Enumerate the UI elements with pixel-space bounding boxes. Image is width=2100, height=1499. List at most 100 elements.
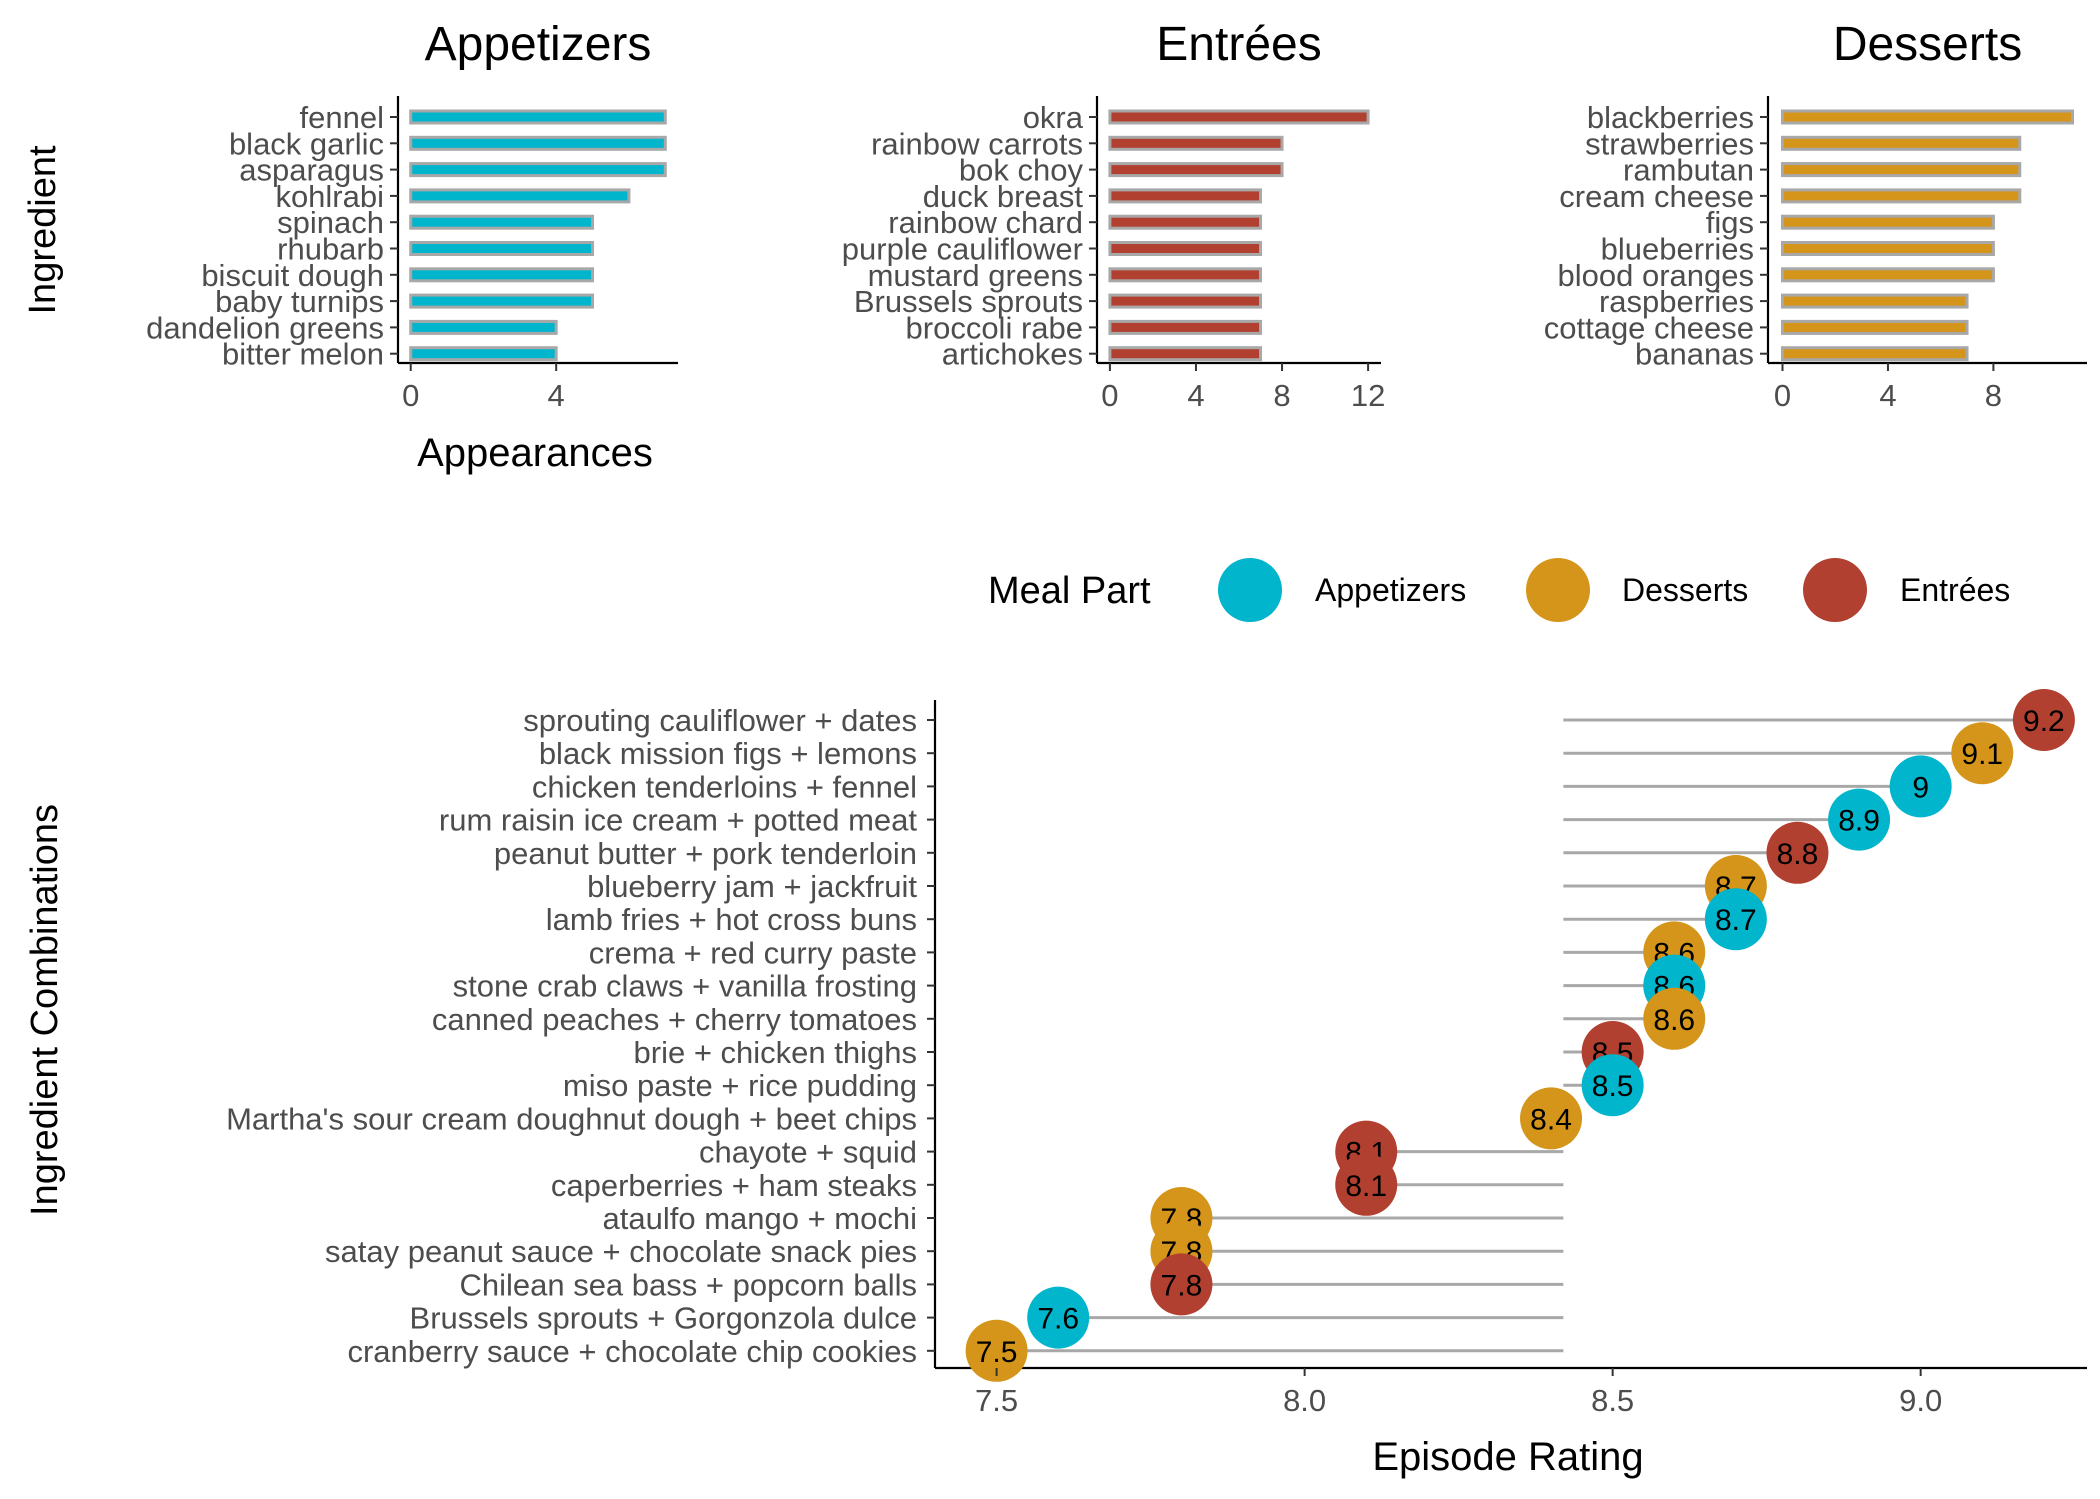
bar xyxy=(1781,135,2022,151)
bar xyxy=(1781,109,2074,125)
bar xyxy=(1781,214,1995,230)
lollipop-point xyxy=(965,1319,1028,1382)
lollipop-point xyxy=(1335,1153,1398,1216)
lollipop-point xyxy=(1581,1054,1644,1117)
x-tick-label: 8 xyxy=(1985,378,2002,413)
y-tick-label: black mission figs + lemons xyxy=(539,736,917,771)
y-tick-label: broccoli rabe xyxy=(906,310,1083,345)
y-tick-label: canned peaches + cherry tomatoes xyxy=(432,1002,917,1037)
bar xyxy=(1781,293,1969,309)
data-label: 9 xyxy=(1912,771,1929,804)
y-tick-label: miso paste + rice pudding xyxy=(563,1068,917,1103)
bar xyxy=(409,109,667,125)
bar xyxy=(1108,135,1284,151)
y-tick-label: purple cauliflower xyxy=(842,232,1083,267)
y-tick-label: Chilean sea bass + popcorn balls xyxy=(459,1267,917,1302)
legend-label-desserts: Desserts xyxy=(1622,572,1748,608)
y-tick-label: blood oranges xyxy=(1558,258,1755,293)
y-tick-label: brie + chicken thighs xyxy=(634,1035,917,1070)
data-label: 8.8 xyxy=(1777,838,1819,871)
x-tick-label: 7.5 xyxy=(975,1383,1018,1418)
bar xyxy=(409,346,558,362)
top-y-axis-title: Ingredient xyxy=(22,145,64,314)
y-tick-label: blueberries xyxy=(1601,232,1754,267)
y-tick-label: biscuit dough xyxy=(201,258,384,293)
y-tick-label: ataulfo mango + mochi xyxy=(603,1201,918,1236)
y-tick-label: kohlrabi xyxy=(275,179,384,214)
y-tick-label: rainbow carrots xyxy=(871,126,1083,161)
data-label: 9.2 xyxy=(2023,705,2065,738)
data-label: 8.9 xyxy=(1838,805,1880,838)
bar xyxy=(1781,162,2022,178)
panel-title: Desserts xyxy=(1833,18,2022,71)
y-tick-label: Brussels sprouts + Gorgonzola dulce xyxy=(410,1301,917,1336)
legend: Meal Part Appetizers Desserts Entrées xyxy=(988,558,2010,622)
y-tick-label: rum raisin ice cream + potted meat xyxy=(439,803,917,838)
y-tick-label: Martha's sour cream doughnut dough + bee… xyxy=(226,1101,917,1136)
y-tick-label: rhubarb xyxy=(277,232,384,267)
bar xyxy=(1781,267,1995,283)
bar xyxy=(1781,319,1969,335)
bar xyxy=(1108,267,1263,283)
y-tick-label: stone crab claws + vanilla frosting xyxy=(453,969,917,1004)
bar xyxy=(1108,109,1370,125)
bar xyxy=(1108,188,1263,204)
bar xyxy=(409,267,595,283)
y-tick-label: figs xyxy=(1706,205,1754,240)
bar xyxy=(1108,162,1284,178)
bar xyxy=(409,293,595,309)
legend-title: Meal Part xyxy=(988,570,1151,612)
x-tick-label: 12 xyxy=(1351,378,1385,413)
panel-title: Appetizers xyxy=(425,18,652,71)
bar xyxy=(409,241,595,256)
lollipop-point xyxy=(1889,755,1952,818)
bar xyxy=(409,135,667,151)
y-tick-label: peanut butter + pork tenderloin xyxy=(494,836,917,871)
legend-items: Appetizers Desserts Entrées xyxy=(1218,558,2010,622)
bottom-y-axis-title: Ingredient Combinations xyxy=(24,804,66,1216)
bar xyxy=(1108,241,1263,256)
y-tick-label: chicken tenderloins + fennel xyxy=(532,769,917,804)
x-tick-label: 4 xyxy=(1879,378,1896,413)
bar xyxy=(1781,241,1995,256)
y-tick-label: chayote + squid xyxy=(699,1135,917,1170)
y-tick-label: artichokes xyxy=(942,337,1083,372)
y-tick-label: blueberry jam + jackfruit xyxy=(587,869,917,904)
data-label: 8.4 xyxy=(1530,1103,1572,1136)
lollipop-point xyxy=(1828,788,1891,851)
y-tick-label: cream cheese xyxy=(1559,179,1754,214)
y-tick-label: black garlic xyxy=(229,126,384,161)
lollipop-point xyxy=(1951,722,2014,785)
bottom-x-axis-title: Episode Rating xyxy=(1372,1435,1643,1479)
data-label: 8.6 xyxy=(1653,1004,1695,1037)
y-tick-label: cottage cheese xyxy=(1544,310,1754,345)
bar xyxy=(409,162,667,178)
lollipop-point xyxy=(1027,1286,1090,1349)
bar-panel-desserts: Desserts blackberriesstrawberriesrambutan… xyxy=(1544,18,2087,413)
y-tick-label: Brussels sprouts xyxy=(854,284,1083,319)
x-tick-label: 0 xyxy=(402,378,419,413)
x-tick-label: 4 xyxy=(1187,378,1204,413)
bar xyxy=(409,319,558,335)
x-tick-label: 4 xyxy=(548,378,565,413)
y-tick-label: spinach xyxy=(277,205,384,240)
legend-swatch-desserts xyxy=(1526,558,1590,622)
x-tick-label: 0 xyxy=(1101,378,1118,413)
lollipop-point xyxy=(1643,987,1706,1050)
y-tick-label: okra xyxy=(1023,100,1084,135)
y-tick-label: raspberries xyxy=(1599,284,1754,319)
y-tick-label: bok choy xyxy=(959,153,1084,188)
y-tick-label: strawberries xyxy=(1585,126,1754,161)
y-tick-label: crema + red curry paste xyxy=(589,935,917,970)
y-tick-label: satay peanut sauce + chocolate snack pie… xyxy=(325,1234,917,1269)
bar xyxy=(1108,346,1263,362)
y-tick-label: caperberries + ham steaks xyxy=(551,1168,917,1203)
top-x-axis-title: Appearances xyxy=(417,431,653,475)
y-tick-label: mustard greens xyxy=(868,258,1083,293)
lollipop-point xyxy=(1766,821,1829,884)
